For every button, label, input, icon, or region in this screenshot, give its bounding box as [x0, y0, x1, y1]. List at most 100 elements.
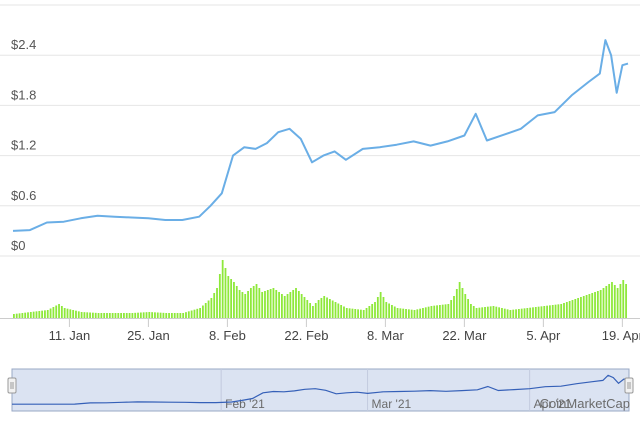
y-tick-label: $0.6 — [11, 188, 36, 203]
volume-bar — [625, 284, 627, 318]
volume-bar — [374, 302, 376, 318]
volume-bar — [554, 304, 557, 318]
volume-bar — [261, 292, 264, 318]
volume-bar — [111, 313, 114, 318]
volume-bar — [46, 310, 49, 318]
volume-bar — [534, 307, 537, 318]
volume-bar — [447, 304, 450, 318]
volume-bar — [255, 284, 258, 318]
volume-bar — [69, 309, 72, 318]
volume-bar — [580, 297, 582, 318]
volume-bar — [495, 306, 498, 318]
credit-label[interactable]: CoinMarketCap — [540, 396, 630, 411]
volume-bar — [517, 309, 520, 318]
price-series — [12, 39, 629, 232]
volume-bar — [467, 299, 469, 318]
volume-bar — [235, 286, 238, 318]
y-axis-ticks: $0 $0.6 $1.2 $1.8 $2.4 $3 — [11, 0, 36, 253]
volume-bar — [588, 294, 591, 318]
volume-bar — [481, 307, 484, 318]
volume-bar — [29, 312, 32, 318]
volume-bar — [345, 308, 348, 318]
volume-bar — [331, 300, 334, 318]
x-tick-label: 11. Jan — [49, 328, 91, 343]
volume-bar — [134, 312, 137, 318]
volume-bar — [470, 304, 472, 318]
volume-bar — [283, 296, 286, 318]
volume-bar — [170, 313, 173, 318]
volume-bar — [207, 300, 210, 318]
price-line — [12, 39, 629, 232]
volume-bar — [97, 313, 100, 318]
volume-bar — [416, 309, 419, 318]
volume-bar — [272, 288, 275, 318]
volume-bar — [515, 309, 517, 318]
volume-bar — [334, 302, 337, 318]
volume-bar — [455, 289, 458, 318]
volume-bar — [148, 312, 151, 318]
volume-bar — [599, 290, 602, 318]
volume-bar — [131, 313, 134, 318]
volume-bar — [379, 292, 382, 318]
volume-bar — [543, 306, 546, 318]
volume-bar — [303, 297, 306, 318]
volume-bar — [611, 282, 613, 318]
volume-bar — [58, 304, 60, 318]
volume-bar — [424, 307, 427, 318]
volume-bar — [238, 290, 241, 318]
volume-bar — [591, 293, 594, 318]
volume-bar — [328, 299, 331, 318]
volume-bar — [506, 309, 509, 318]
volume-bar — [83, 312, 86, 318]
volume-bar — [159, 312, 162, 318]
volume-bar — [605, 286, 608, 318]
volume-bar — [450, 300, 453, 318]
volume-bar — [123, 313, 125, 318]
volume-bar — [309, 303, 312, 318]
volume-bar — [368, 306, 371, 318]
volume-bar — [503, 308, 506, 318]
volume-bar — [458, 282, 461, 318]
volume-bar — [75, 310, 77, 318]
volume-bar — [80, 312, 83, 318]
volume-bar — [241, 292, 244, 318]
volume-bar — [472, 306, 475, 318]
volume-bar — [117, 313, 120, 318]
volume-bar — [292, 290, 295, 318]
navigator-handle-left[interactable] — [7, 377, 17, 394]
volume-bar — [371, 304, 374, 318]
volume-bar — [343, 306, 345, 318]
navigator-handle-right[interactable] — [624, 377, 634, 394]
volume-bar — [537, 306, 540, 318]
volume-bar — [549, 305, 551, 318]
volume-bar — [210, 298, 213, 318]
volume-bar — [444, 304, 447, 318]
volume-bar — [413, 310, 416, 318]
volume-bar — [348, 308, 351, 318]
volume-bar — [354, 309, 357, 318]
volume-bar — [340, 305, 343, 318]
volume-bar — [106, 313, 108, 318]
volume-bar — [430, 306, 433, 318]
volume-bar — [436, 305, 438, 318]
volume-bar — [190, 310, 193, 318]
volume-bar — [382, 297, 385, 318]
x-tick-label: 25. Jan — [127, 328, 170, 343]
volume-bar — [213, 293, 216, 318]
volume-bar — [602, 288, 605, 318]
volume-bar — [41, 310, 44, 318]
volume-bar — [196, 308, 199, 318]
volume-bar — [546, 305, 548, 318]
volume-bar — [224, 268, 227, 318]
x-axis: 11. Jan 25. Jan 8. Feb 22. Feb 8. Mar 22. Mar… — [0, 318, 640, 343]
volume-bar — [24, 312, 27, 318]
volume-bar — [540, 306, 543, 318]
volume-bar — [193, 309, 196, 318]
volume-bar — [484, 307, 486, 318]
volume-bar — [526, 308, 529, 318]
volume-bar — [264, 291, 266, 318]
volume-bar — [108, 313, 111, 318]
volume-bar — [182, 313, 185, 318]
